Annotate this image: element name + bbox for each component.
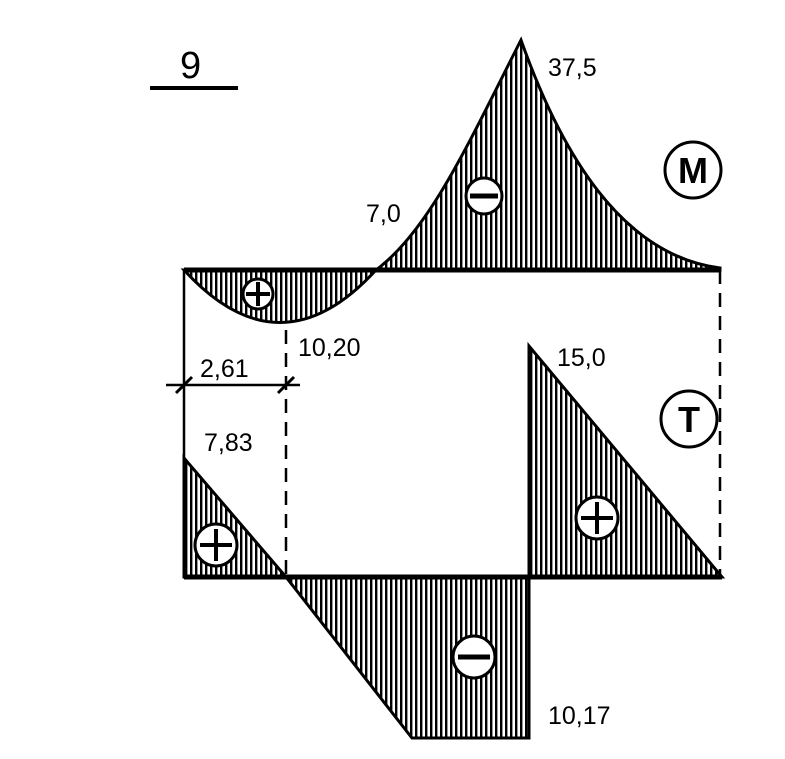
figure-number: 9 xyxy=(180,45,201,87)
shear-bottom-label: 10,17 xyxy=(548,702,611,730)
shear-left-top-label: 7,83 xyxy=(204,429,253,457)
svg-text:T: T xyxy=(678,399,700,440)
moment-sag-max-label: 10,20 xyxy=(298,334,361,362)
moment-sag-area xyxy=(180,268,380,324)
shear-right-plus-sign xyxy=(574,495,620,541)
moment-peak-label: 37,5 xyxy=(548,54,597,82)
shear-symbol: T xyxy=(659,389,719,449)
moment-symbol: M xyxy=(663,140,723,200)
shear-left-plus-sign xyxy=(193,522,239,568)
svg-text:M: M xyxy=(678,150,708,191)
shear-bottom-minus-sign xyxy=(451,634,497,680)
shear-right-top-label: 15,0 xyxy=(557,344,606,372)
moment-inflection-label: 7,0 xyxy=(366,200,401,228)
dimension-line xyxy=(166,375,300,395)
moment-hog-area xyxy=(371,36,722,272)
shear-right-positive-area xyxy=(527,341,726,579)
moment-minus-sign xyxy=(464,176,504,216)
dimension-label: 2,61 xyxy=(200,355,249,383)
moment-plus-sign xyxy=(241,277,275,311)
